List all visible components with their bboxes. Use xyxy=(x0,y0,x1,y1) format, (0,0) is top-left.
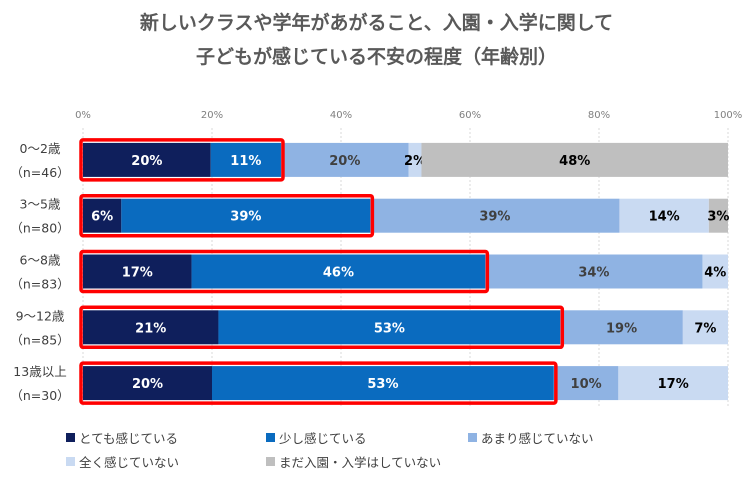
bar-segment xyxy=(210,142,281,177)
highlight-box xyxy=(79,193,375,238)
data-label: 4% xyxy=(704,266,726,281)
data-label: 10% xyxy=(571,377,602,392)
category-n-label: （n=80） xyxy=(10,221,69,236)
highlight-box xyxy=(79,138,285,182)
data-label: 20% xyxy=(131,154,162,169)
x-tick-label: 40% xyxy=(330,110,352,121)
data-label: 17% xyxy=(658,377,689,392)
data-label: 39% xyxy=(479,210,510,225)
legend-label: あまり感じていない xyxy=(481,431,594,446)
x-tick-label: 80% xyxy=(588,110,610,121)
legend-label: とても感じている xyxy=(79,431,179,446)
bar-segment xyxy=(553,366,619,401)
bar-segment xyxy=(619,198,709,233)
data-label: 53% xyxy=(367,377,398,392)
data-label: 2% xyxy=(404,154,426,169)
bar-segment xyxy=(83,366,212,401)
bar-segment xyxy=(83,198,122,233)
legend-swatch xyxy=(468,433,477,442)
bar-segment xyxy=(212,366,554,401)
x-tick-label: 60% xyxy=(459,110,481,121)
category-n-label: （n=46） xyxy=(10,165,69,180)
bar-segment xyxy=(280,142,409,177)
data-label: 17% xyxy=(122,266,153,281)
category-n-label: （n=30） xyxy=(10,388,69,403)
legend-label: 少し感じている xyxy=(279,431,367,446)
data-label: 3% xyxy=(707,210,729,225)
data-label: 20% xyxy=(329,154,360,169)
bar-segment xyxy=(83,310,219,345)
bar-segment xyxy=(560,310,683,345)
data-label: 7% xyxy=(694,321,716,336)
legend-item-0: とても感じている xyxy=(66,428,178,447)
highlight-box xyxy=(79,249,490,294)
data-label: 14% xyxy=(649,210,680,225)
x-tick-label: 0% xyxy=(75,110,91,121)
legend-swatch xyxy=(266,433,275,442)
bar-segment xyxy=(370,198,620,233)
category-label: 0〜2歳 xyxy=(20,141,61,156)
chart-title: 新しいクラスや学年があがること、入園・入学に関して 子どもが感じている不安の程度… xyxy=(0,6,753,74)
bar-segment xyxy=(121,198,371,233)
x-tick-label: 20% xyxy=(201,110,223,121)
bar-segment xyxy=(83,254,192,289)
bar-segment xyxy=(218,310,561,345)
bar-segment xyxy=(682,310,728,345)
legend-item-4: まだ入園・入学はしていない xyxy=(266,452,441,471)
bar-segment xyxy=(708,198,728,233)
legend-item-2: あまり感じていない xyxy=(468,428,594,447)
bar-segment xyxy=(485,254,703,289)
data-label: 53% xyxy=(374,321,405,336)
category-label: 9〜12歳 xyxy=(16,308,65,323)
data-label: 48% xyxy=(559,154,590,169)
bar-segment xyxy=(618,366,728,401)
data-label: 34% xyxy=(578,266,609,281)
highlight-box xyxy=(79,361,558,405)
legend-swatch xyxy=(66,433,75,442)
x-tick-label: 100% xyxy=(714,110,743,121)
legend-item-1: 少し感じている xyxy=(266,428,367,447)
bar-segment xyxy=(191,254,486,289)
title-line-1: 新しいクラスや学年があがること、入園・入学に関して xyxy=(139,12,614,34)
data-label: 21% xyxy=(135,321,166,336)
data-label: 11% xyxy=(230,154,261,169)
title-line-2: 子どもが感じている不安の程度（年齢別） xyxy=(195,46,557,68)
legend-label: まだ入園・入学はしていない xyxy=(279,455,442,470)
data-label: 39% xyxy=(230,210,261,225)
legend-label: 全く感じていない xyxy=(79,455,180,470)
category-label: 13歳以上 xyxy=(13,364,66,379)
data-label: 6% xyxy=(91,210,113,225)
data-label: 19% xyxy=(606,321,637,336)
category-label: 6〜8歳 xyxy=(20,253,61,268)
category-label: 3〜5歳 xyxy=(20,197,61,212)
data-label: 20% xyxy=(132,377,163,392)
bar-segment xyxy=(408,142,422,177)
bar-segment xyxy=(421,142,728,177)
category-n-label: （n=85） xyxy=(10,332,69,347)
legend-swatch xyxy=(266,457,275,466)
highlight-box xyxy=(79,305,565,350)
legend-item-3: 全く感じていない xyxy=(66,452,179,471)
data-label: 46% xyxy=(323,266,354,281)
legend-swatch xyxy=(66,457,75,466)
category-n-label: （n=83） xyxy=(10,277,69,292)
bar-segment xyxy=(83,142,211,177)
bar-segment xyxy=(702,254,728,289)
